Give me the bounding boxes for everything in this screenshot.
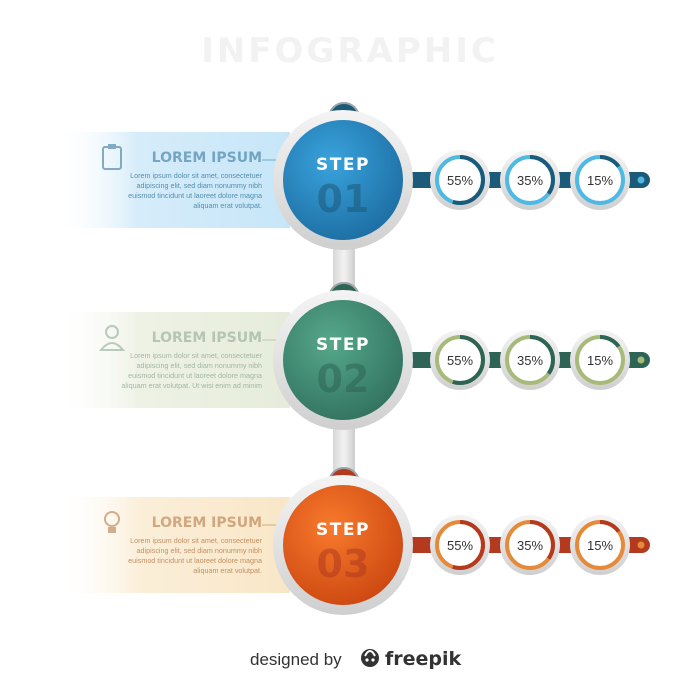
step-1-percent-ring-3: 15% xyxy=(570,150,630,210)
step-1-text-band xyxy=(55,132,290,228)
step-2-percent-ring-3: 15% xyxy=(570,330,630,390)
step-3-label: STEP xyxy=(316,520,370,540)
percent-value: 35% xyxy=(517,538,543,553)
percent-value: 55% xyxy=(447,538,473,553)
bar-end-dot xyxy=(637,356,645,364)
lightbulb-icon xyxy=(104,511,120,533)
step-2: LOREM IPSUM Lorem ipsum dolor sit amet, c… xyxy=(55,282,650,430)
footer: designed by freepik xyxy=(250,648,462,670)
header-title: INFOGRAPHIC xyxy=(201,31,499,71)
percent-ring-arc xyxy=(435,335,485,385)
percent-ring-arc xyxy=(575,520,625,570)
percent-ring-arc xyxy=(575,155,625,205)
percent-ring-arc xyxy=(505,155,555,205)
bar-end-dot xyxy=(637,541,645,549)
step-1-percent-ring-1: 55% xyxy=(430,150,490,210)
percent-ring-arc xyxy=(435,520,485,570)
step-3-text-band xyxy=(55,497,290,593)
step-2-number: 02 xyxy=(317,357,370,401)
step-2-label: STEP xyxy=(316,335,370,355)
step-2-body: Lorem ipsum dolor sit amet, consectetuer… xyxy=(121,351,262,390)
percent-value: 55% xyxy=(447,353,473,368)
clipboard-icon xyxy=(102,144,122,170)
step-1: LOREM IPSUM Lorem ipsum dolor sit amet, c… xyxy=(55,102,650,250)
bar-end-dot xyxy=(637,176,645,184)
footer-brand: freepik xyxy=(385,648,462,670)
step-3-title: LOREM IPSUM xyxy=(152,515,262,531)
freepik-logo-icon xyxy=(361,649,379,667)
step-1-disc xyxy=(283,120,403,240)
percent-ring-arc xyxy=(575,335,625,385)
step-2-text-band xyxy=(55,312,290,408)
step-3-body: Lorem ipsum dolor sit amet, consectetuer… xyxy=(128,536,262,575)
percent-ring-arc xyxy=(435,155,485,205)
percent-value: 35% xyxy=(517,173,543,188)
percent-ring-arc xyxy=(505,335,555,385)
step-1-number: 01 xyxy=(317,177,370,221)
percent-ring-arc xyxy=(505,520,555,570)
percent-value: 15% xyxy=(587,173,613,188)
percent-value: 55% xyxy=(447,173,473,188)
percent-value: 35% xyxy=(517,353,543,368)
step-2-disc xyxy=(283,300,403,420)
step-3-percent-ring-2: 35% xyxy=(500,515,560,575)
step-2-percent-ring-2: 35% xyxy=(500,330,560,390)
step-2-percent-ring-1: 55% xyxy=(430,330,490,390)
step-1-label: STEP xyxy=(316,155,370,175)
percent-value: 15% xyxy=(587,353,613,368)
step-3-disc xyxy=(283,485,403,605)
step-3-percent-ring-1: 55% xyxy=(430,515,490,575)
step-1-title: LOREM IPSUM xyxy=(152,150,262,166)
steps-layer: LOREM IPSUM Lorem ipsum dolor sit amet, c… xyxy=(55,102,650,615)
footer-designed-by: designed by xyxy=(250,650,342,669)
percent-value: 15% xyxy=(587,538,613,553)
step-1-percent-ring-2: 35% xyxy=(500,150,560,210)
person-icon xyxy=(98,325,126,351)
step-3-percent-ring-3: 15% xyxy=(570,515,630,575)
step-3: LOREM IPSUM Lorem ipsum dolor sit amet, c… xyxy=(55,467,650,615)
step-1-body: Lorem ipsum dolor sit amet, consectetuer… xyxy=(128,171,262,210)
step-3-number: 03 xyxy=(317,542,370,586)
step-2-title: LOREM IPSUM xyxy=(152,330,262,346)
